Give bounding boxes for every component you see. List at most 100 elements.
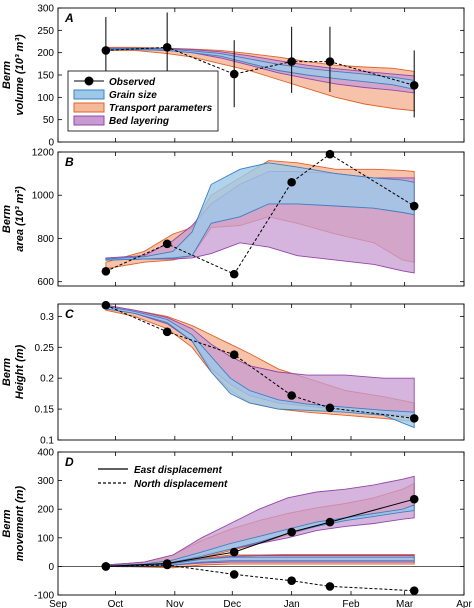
- area-observed-point: [229, 269, 239, 279]
- height-xticks: [57, 304, 465, 440]
- movement-axes: [57, 451, 465, 596]
- movement-ylabel-line1: Berm: [1, 509, 13, 537]
- volume-ytick-label: 300: [37, 4, 54, 15]
- movement-east-point: [229, 547, 239, 557]
- volume-ytick-label: 50: [43, 115, 55, 126]
- movement-legend: East displacement North displacement: [98, 465, 228, 490]
- movement-ytick-label: 400: [37, 448, 54, 459]
- movement-north-point: [287, 576, 296, 585]
- xtick-label: Mar: [396, 599, 414, 608]
- volume-yticks: 0 50 100 150 200 250 300: [37, 4, 464, 149]
- legend-bed-swatch: [73, 115, 105, 126]
- area-observed-point: [162, 239, 172, 249]
- area-band-grain: [105, 162, 415, 261]
- panel-letter-c: C: [65, 307, 74, 321]
- area-observed-point: [287, 177, 296, 187]
- height-observed-line: [105, 304, 415, 419]
- height-ylabel-line1: Berm: [1, 358, 13, 386]
- volume-series: [101, 12, 419, 118]
- movement-north-line: [105, 564, 415, 592]
- panel-movement: -100 0 100 200 300 400 Sep Oct Nov Dec Jan Feb Mar A…: [1, 448, 472, 608]
- volume-ytick-label: 150: [37, 71, 54, 82]
- area-ytick-label: 1000: [32, 191, 55, 202]
- height-ytick-label: 0.3: [40, 312, 54, 323]
- height-ytick-label: 0.2: [40, 374, 54, 385]
- volume-observed-line: [105, 46, 415, 86]
- panel-letter-d: D: [65, 455, 74, 469]
- movement-east-point: [409, 494, 419, 504]
- movement-series: [101, 494, 419, 596]
- height-band-grain: [105, 305, 415, 429]
- volume-ytick-label: 0: [48, 138, 54, 149]
- movement-ytick-label: 200: [37, 505, 54, 516]
- height-ylabel-line2: Height (m): [14, 344, 26, 399]
- panel-height: 0.1 0.15 0.2 0.25 0.3 C Berm Height (m): [1, 300, 465, 447]
- movement-xticks: Sep Oct Nov Dec Jan Feb Mar Apr: [49, 452, 472, 608]
- movement-north-point: [409, 586, 419, 596]
- movement-ytick-label: -100: [34, 591, 54, 602]
- height-axes: [57, 303, 465, 441]
- area-bands: [105, 160, 415, 274]
- panel-area: 600 800 1000 1200 B Berm area (10³ m²): [1, 148, 465, 288]
- movement-north-point: [325, 582, 335, 591]
- xtick-label: Feb: [342, 599, 360, 608]
- movement-band-grain_north: [105, 556, 415, 567]
- area-yticks: 600 800 1000 1200: [32, 148, 464, 288]
- movement-bands: [105, 475, 415, 569]
- movement-north-point: [162, 560, 172, 570]
- height-observed-point: [287, 391, 296, 400]
- movement-north-point: [229, 570, 239, 579]
- volume-observed-point: [162, 43, 172, 52]
- movement-ytick-label: 100: [37, 533, 54, 544]
- legend-observed-label: Observed: [109, 77, 156, 88]
- legend-east-label: East displacement: [134, 465, 222, 476]
- xtick-label: Apr: [456, 599, 472, 608]
- legend-transport-label: Transport parameters: [109, 103, 213, 114]
- volume-xticks: [57, 8, 465, 142]
- panel-volume: 0 50 100 150 200 250 300 A Berm volume (10³ m³…: [1, 4, 465, 149]
- area-observed-point: [325, 149, 335, 159]
- height-ytick-label: 0.1: [40, 436, 54, 447]
- legend-north-label: North displacement: [134, 479, 228, 490]
- legend-transport-swatch: [73, 102, 105, 113]
- height-bands: [105, 304, 415, 429]
- volume-legend: Observed Grain size Transport parameters…: [67, 70, 219, 132]
- movement-east-line: [105, 498, 415, 567]
- panel-letter-b: B: [65, 155, 74, 169]
- movement-east-point: [287, 527, 296, 537]
- legend-bed-label: Bed layering: [109, 116, 169, 127]
- height-ytick-label: 0.15: [35, 405, 55, 416]
- height-observed-point: [101, 300, 111, 310]
- height-observed-point: [162, 327, 172, 337]
- movement-frame: [57, 451, 465, 596]
- area-frame: [57, 151, 465, 287]
- volume-ytick-label: 100: [37, 93, 54, 104]
- area-observed-line: [105, 153, 415, 275]
- height-series: [101, 300, 419, 423]
- movement-ylabel-line2: movement (m): [14, 486, 26, 562]
- height-observed-point: [409, 414, 419, 423]
- xtick-label: Nov: [166, 599, 184, 608]
- legend-grain-label: Grain size: [109, 90, 157, 101]
- area-observed-point: [409, 201, 419, 211]
- volume-observed-point: [287, 57, 296, 66]
- panel-letter-a: A: [64, 11, 74, 25]
- area-ytick-label: 1200: [32, 148, 55, 159]
- area-ytick-label: 600: [37, 277, 54, 288]
- volume-observed-point: [229, 69, 239, 79]
- movement-yticks: -100 0 100 200 300 400: [34, 448, 464, 602]
- legend-grain-swatch: [73, 89, 105, 100]
- volume-ytick-label: 250: [37, 26, 54, 37]
- height-observed-point: [229, 350, 239, 359]
- movement-east-point: [325, 517, 335, 527]
- volume-observed-point: [101, 46, 111, 55]
- height-frame: [57, 303, 465, 441]
- xtick-label: Jan: [284, 599, 300, 608]
- area-xticks: [57, 152, 465, 286]
- legend-observed-marker: [84, 76, 94, 86]
- volume-observed-point: [325, 57, 335, 66]
- volume-ytick-label: 200: [37, 48, 54, 59]
- movement-ytick-label: 300: [37, 476, 54, 487]
- movement-ytick-label: 0: [48, 562, 54, 573]
